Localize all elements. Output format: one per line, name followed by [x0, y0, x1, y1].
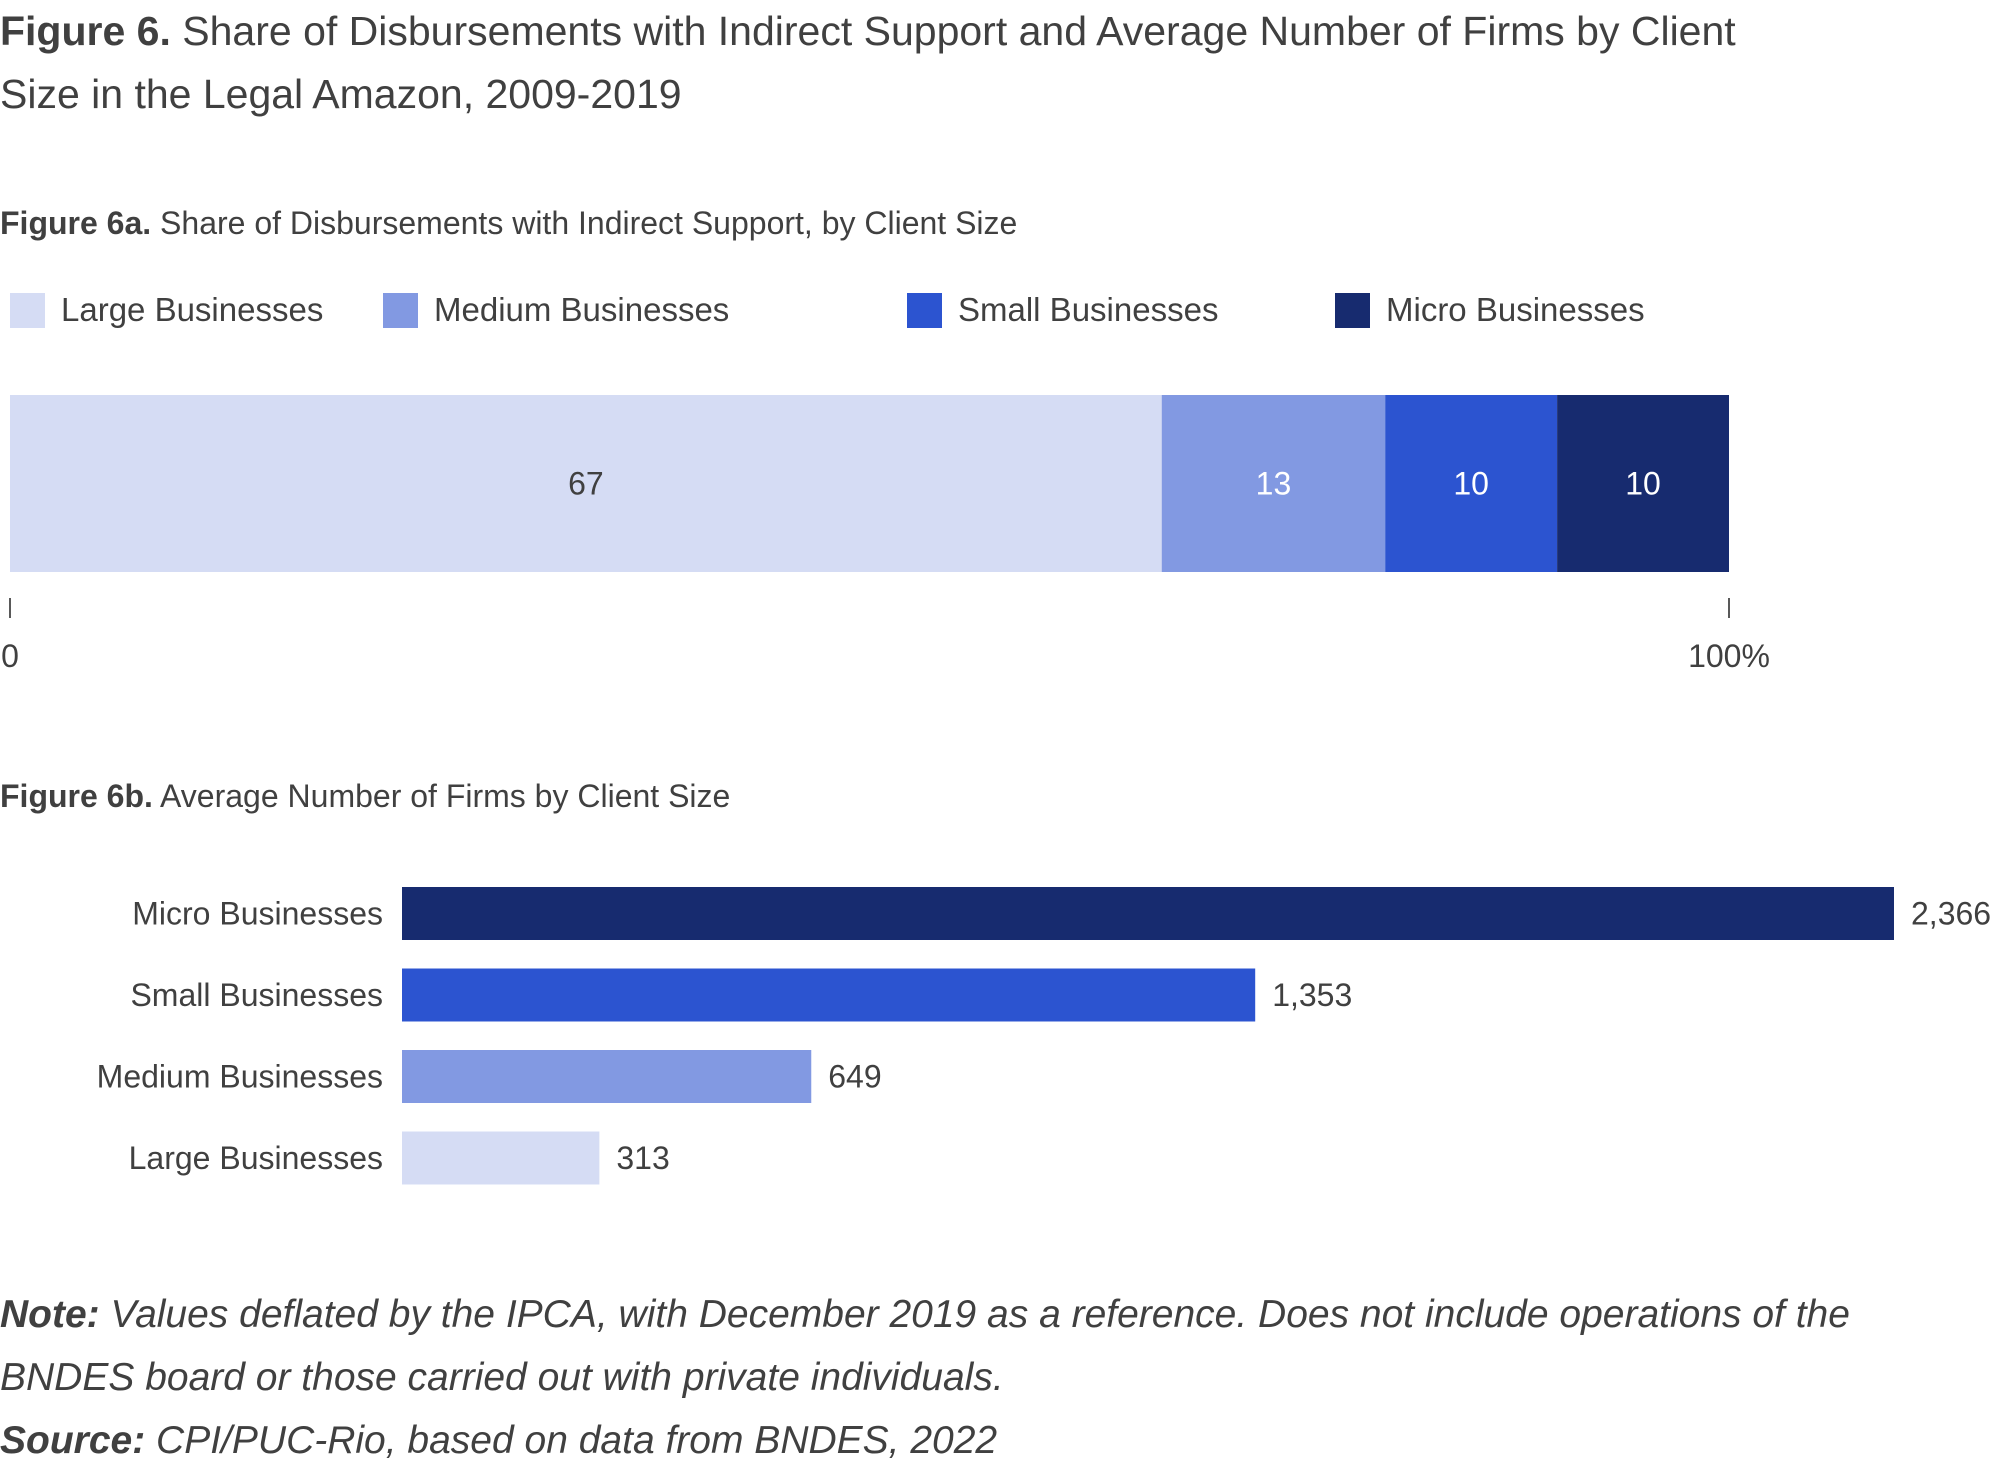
- bar-segment-label-medium-businesses: 13: [1256, 466, 1292, 502]
- note-label: Note:: [0, 1293, 100, 1336]
- bar-micro-businesses: [402, 887, 1894, 940]
- bar-segment-label-small-businesses: 10: [1453, 466, 1489, 502]
- category-label-large-businesses: Large Businesses: [129, 1140, 383, 1176]
- category-label-micro-businesses: Micro Businesses: [132, 896, 383, 932]
- value-label-medium-businesses: 649: [828, 1059, 881, 1095]
- legend-swatch-medium: [383, 292, 418, 328]
- figure-title: Figure 6. Share of Disbursements with In…: [0, 0, 1780, 126]
- legend-item-large: Large Businesses: [10, 290, 323, 330]
- bar-segment-small-businesses: [1385, 395, 1558, 572]
- figure-title-text: Share of Disbursements with Indirect Sup…: [0, 8, 1736, 117]
- note-text: Values deflated by the IPCA, with Decemb…: [0, 1293, 1850, 1399]
- bar-segment-label-large-businesses: 67: [568, 466, 604, 502]
- legend-item-small: Small Businesses: [907, 290, 1218, 330]
- bar-segment-label-micro-businesses: 10: [1625, 466, 1661, 502]
- chart-6b-title: Figure 6b. Average Number of Firms by Cl…: [0, 776, 730, 816]
- axis-tick-label-0: 0: [1, 638, 19, 674]
- chart-6b-bar-chart: Micro Businesses 2,366 Small Businesses 1,3…: [97, 887, 1991, 1185]
- source-line: Source: CPI/PUC-Rio, based on data from …: [0, 1409, 1900, 1472]
- bar-segment-medium-businesses: [1161, 395, 1386, 572]
- bar-large-businesses: [402, 1131, 600, 1185]
- source-label: Source:: [0, 1419, 146, 1462]
- figure-label: Figure 6.: [0, 8, 171, 54]
- category-label-medium-businesses: Medium Businesses: [97, 1059, 383, 1095]
- bar-small-businesses: [402, 968, 1256, 1022]
- legend-label-medium: Medium Businesses: [434, 291, 730, 328]
- category-label-small-businesses: Small Businesses: [130, 977, 383, 1013]
- legend-label-micro: Micro Businesses: [1386, 291, 1645, 328]
- legend-label-large: Large Businesses: [61, 291, 324, 328]
- chart-6b-label: Figure 6b.: [0, 778, 153, 814]
- value-label-small-businesses: 1,353: [1272, 977, 1352, 1013]
- legend-swatch-micro: [1335, 292, 1370, 328]
- legend-item-micro: Micro Businesses: [1335, 290, 1645, 330]
- axis-tick-label-100: 100%: [1688, 638, 1770, 674]
- chart-6a-title-text: Share of Disbursements with Indirect Sup…: [160, 205, 1018, 241]
- chart-6b-title-text: Average Number of Firms by Client Size: [160, 778, 731, 814]
- legend-swatch-large: [10, 292, 45, 328]
- legend-label-small: Small Businesses: [958, 291, 1219, 328]
- chart-6a-title: Figure 6a. Share of Disbursements with I…: [0, 203, 1017, 243]
- notes-block: Note: Values deflated by the IPCA, with …: [0, 1283, 1900, 1472]
- bar-medium-businesses: [402, 1050, 812, 1103]
- value-label-micro-businesses: 2,366: [1911, 896, 1991, 932]
- note-line: Note: Values deflated by the IPCA, with …: [0, 1283, 1900, 1409]
- bar-segment-large-businesses: [10, 395, 1162, 572]
- legend-swatch-small: [907, 292, 942, 328]
- legend-item-medium: Medium Businesses: [383, 290, 729, 330]
- source-text: CPI/PUC-Rio, based on data from BNDES, 2…: [156, 1419, 998, 1462]
- bar-segment-micro-businesses: [1557, 395, 1729, 572]
- value-label-large-businesses: 313: [616, 1140, 669, 1176]
- chart-6a-stacked-bar: 67 13 10 10 0 100%: [1, 395, 1770, 674]
- chart-6a-label: Figure 6a.: [0, 205, 152, 241]
